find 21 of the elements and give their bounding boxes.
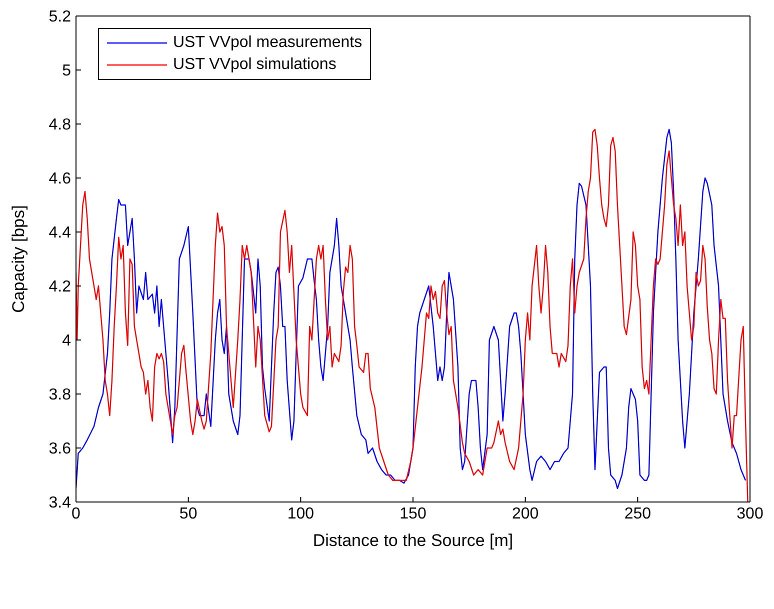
x-tick-label: 200 (512, 505, 539, 522)
y-tick-label: 3.8 (48, 386, 72, 404)
y-tick-label: 5.2 (48, 8, 72, 26)
y-tick-label: 3.6 (48, 440, 72, 458)
y-tick-label: 4.8 (48, 116, 72, 134)
legend-label: UST VVpol measurements (173, 34, 362, 52)
y-tick-label: 4.4 (48, 224, 72, 242)
y-tick-label: 5 (62, 62, 72, 80)
legend-label: UST VVpol simulations (173, 56, 336, 74)
y-tick-label: 3.4 (48, 494, 72, 512)
x-tick-label: 250 (624, 505, 652, 522)
x-tick-label: 150 (400, 505, 426, 522)
x-tick-label: 100 (287, 505, 314, 522)
y-axis-title: Capacity [bps] (9, 205, 28, 313)
y-tick-label: 4 (62, 332, 72, 350)
x-tick-label: 50 (179, 505, 198, 522)
x-tick-label: 0 (72, 505, 81, 522)
x-axis-title: Distance to the Source [m] (312, 531, 514, 550)
x-tick-label: 300 (736, 505, 764, 522)
y-tick-label: 4.6 (48, 170, 72, 188)
y-tick-label: 4.2 (48, 278, 72, 296)
